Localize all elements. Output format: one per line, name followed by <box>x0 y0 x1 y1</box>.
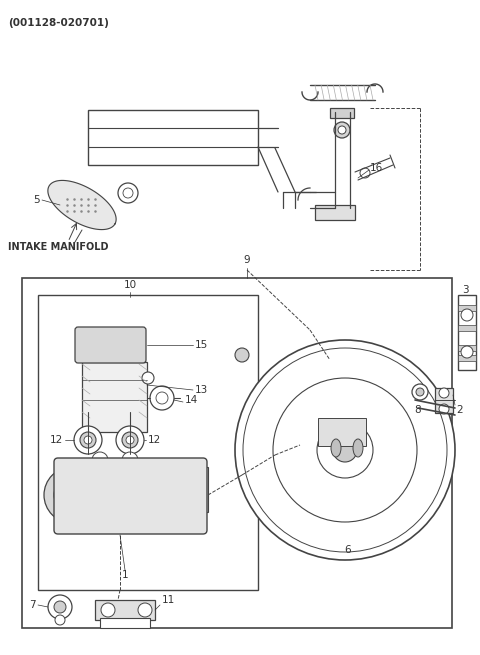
Circle shape <box>126 436 134 444</box>
Circle shape <box>334 122 350 138</box>
Circle shape <box>74 426 102 454</box>
Circle shape <box>243 348 447 552</box>
Bar <box>435 388 453 413</box>
Text: 14: 14 <box>185 395 198 405</box>
FancyBboxPatch shape <box>75 327 146 363</box>
Text: 16: 16 <box>370 163 383 173</box>
Circle shape <box>122 432 138 448</box>
Circle shape <box>123 188 133 198</box>
Circle shape <box>101 603 115 617</box>
Circle shape <box>235 340 455 560</box>
Text: 12: 12 <box>148 435 161 445</box>
Circle shape <box>64 487 80 503</box>
Text: 6: 6 <box>345 545 351 555</box>
Text: 3: 3 <box>462 285 468 295</box>
Bar <box>95 600 155 620</box>
Circle shape <box>273 378 417 522</box>
Circle shape <box>439 388 449 398</box>
Text: 15: 15 <box>195 340 208 350</box>
Circle shape <box>360 168 370 178</box>
Bar <box>458 325 476 331</box>
Bar <box>458 305 476 311</box>
Bar <box>88 110 258 165</box>
Circle shape <box>122 452 138 468</box>
Bar <box>38 295 258 590</box>
Circle shape <box>44 467 100 523</box>
Text: 8: 8 <box>415 405 421 415</box>
Bar <box>458 295 476 370</box>
Circle shape <box>142 372 154 384</box>
Circle shape <box>194 499 204 509</box>
Circle shape <box>138 603 152 617</box>
Circle shape <box>80 432 96 448</box>
Circle shape <box>439 404 449 414</box>
Circle shape <box>412 384 428 400</box>
Text: 5: 5 <box>34 195 40 205</box>
Text: 9: 9 <box>244 255 250 265</box>
Ellipse shape <box>353 439 363 457</box>
Circle shape <box>338 126 346 134</box>
Circle shape <box>194 471 204 481</box>
Polygon shape <box>48 180 116 229</box>
Circle shape <box>416 388 424 396</box>
Bar <box>458 355 476 361</box>
Bar <box>100 618 150 628</box>
Circle shape <box>54 477 90 513</box>
Circle shape <box>118 183 138 203</box>
Circle shape <box>55 615 65 625</box>
Circle shape <box>75 503 89 517</box>
Text: 10: 10 <box>123 280 137 290</box>
Circle shape <box>461 309 473 321</box>
Circle shape <box>150 386 174 410</box>
Bar <box>330 108 354 118</box>
Bar <box>82 362 147 432</box>
Bar <box>315 205 355 220</box>
Bar <box>458 345 476 351</box>
Circle shape <box>461 346 473 358</box>
Circle shape <box>92 452 108 468</box>
Circle shape <box>235 348 249 362</box>
FancyBboxPatch shape <box>54 458 207 534</box>
Circle shape <box>156 392 168 404</box>
Bar <box>190 467 208 512</box>
Circle shape <box>48 595 72 619</box>
Text: (001128-020701): (001128-020701) <box>8 18 109 28</box>
Text: 1: 1 <box>122 570 128 580</box>
Text: 11: 11 <box>162 595 175 605</box>
Ellipse shape <box>331 439 341 457</box>
Text: INTAKE MANIFOLD: INTAKE MANIFOLD <box>8 242 108 252</box>
Circle shape <box>84 436 92 444</box>
Bar <box>318 418 366 446</box>
Circle shape <box>317 422 373 478</box>
Circle shape <box>116 426 144 454</box>
Text: 7: 7 <box>29 600 36 610</box>
Text: 2: 2 <box>456 405 463 415</box>
Circle shape <box>333 438 357 462</box>
Circle shape <box>54 601 66 613</box>
Circle shape <box>55 503 69 517</box>
Bar <box>22 278 452 628</box>
Text: 13: 13 <box>195 385 208 395</box>
Text: 12: 12 <box>50 435 63 445</box>
